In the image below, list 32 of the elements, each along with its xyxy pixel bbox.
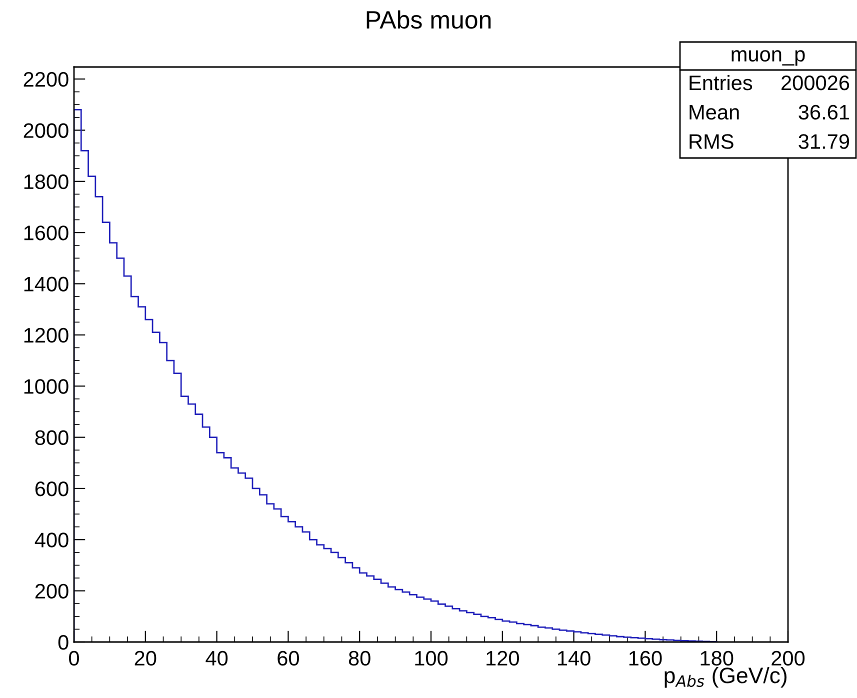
x-tick-label: 60 — [278, 650, 299, 666]
y-tick-label: 1000 — [24, 379, 68, 394]
text: 36.61 — [798, 104, 849, 120]
y-tick-label: 0 — [58, 635, 68, 650]
y-tick-label: 2000 — [24, 123, 68, 138]
text: 31.79 — [798, 134, 850, 149]
x-tick-label: 160 — [629, 650, 662, 666]
y-tick-label: 200 — [35, 584, 68, 599]
x-tick-label: 80 — [348, 650, 370, 666]
x-tick-label: 100 — [415, 650, 448, 666]
y-tick-label: 800 — [35, 430, 68, 446]
chart-title: PAbs muon — [366, 10, 491, 29]
x-tick-label: 180 — [700, 650, 734, 666]
y-tick-label: 1600 — [24, 226, 68, 240]
x-tick-label: 40 — [206, 650, 228, 666]
y-tick-label: 2200 — [24, 72, 68, 87]
annotation: Entries — [690, 74, 752, 90]
y-tick-label: 400 — [34, 532, 68, 548]
x-tick-label: 0 — [69, 650, 79, 666]
annotation: 200026 — [782, 76, 850, 90]
y-tick-label: 1800 — [24, 174, 68, 190]
annotation: Mean — [690, 105, 739, 120]
x-tick-label: 200 — [772, 650, 805, 666]
x-axis-title: p$_{Abs}$ (GeV/c) — [664, 666, 786, 688]
y-tick-label: 1400 — [24, 276, 68, 292]
x-tick-label: 140 — [558, 650, 590, 666]
annotation: RMS — [690, 134, 734, 149]
text: muon_p — [732, 50, 805, 66]
x-tick-label: 120 — [486, 650, 519, 666]
y-tick-label: 1200 — [24, 328, 68, 343]
x-tick-label: 20 — [134, 650, 156, 666]
y-tick-label: 600 — [35, 481, 68, 496]
